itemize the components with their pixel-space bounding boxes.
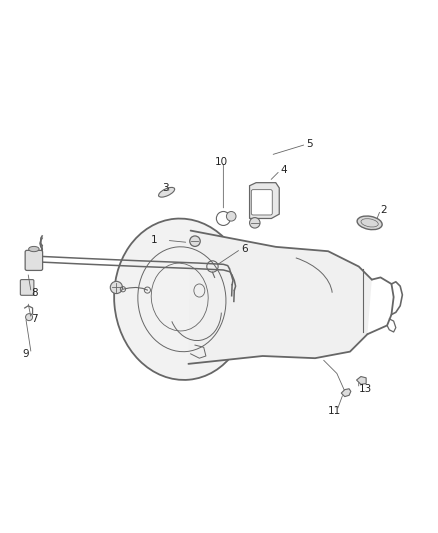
Circle shape (250, 217, 260, 228)
Polygon shape (188, 231, 372, 364)
Ellipse shape (159, 188, 175, 197)
Text: 13: 13 (359, 384, 372, 394)
Circle shape (110, 281, 123, 294)
FancyBboxPatch shape (20, 280, 34, 295)
Circle shape (226, 212, 236, 221)
Text: 10: 10 (215, 157, 228, 167)
Text: 8: 8 (31, 288, 38, 298)
Text: 6: 6 (241, 244, 247, 254)
Text: 2: 2 (381, 205, 387, 215)
Text: 11: 11 (328, 406, 341, 416)
Ellipse shape (114, 219, 250, 380)
FancyBboxPatch shape (251, 190, 272, 215)
Text: 7: 7 (31, 314, 38, 324)
Text: 1: 1 (151, 235, 158, 245)
Polygon shape (250, 183, 279, 219)
Polygon shape (357, 376, 366, 384)
Text: 4: 4 (280, 165, 287, 175)
Ellipse shape (357, 216, 382, 230)
Text: 9: 9 (22, 349, 29, 359)
Text: 5: 5 (306, 139, 313, 149)
Ellipse shape (28, 246, 39, 252)
Polygon shape (341, 389, 351, 397)
Circle shape (190, 236, 200, 246)
FancyBboxPatch shape (25, 251, 42, 270)
Circle shape (25, 313, 32, 321)
Text: 3: 3 (162, 183, 169, 193)
